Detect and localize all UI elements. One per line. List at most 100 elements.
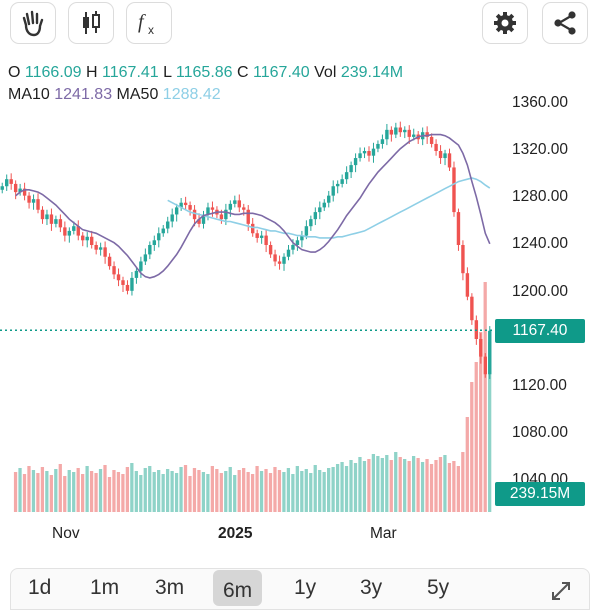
volume-bar <box>134 471 138 512</box>
candle-body <box>174 207 179 215</box>
volume-bar <box>174 473 179 512</box>
volume-bar <box>309 473 313 512</box>
candle-body <box>443 153 447 159</box>
ma50-value: 1288.42 <box>162 86 221 103</box>
volume-bar <box>376 456 380 512</box>
ma50-line <box>167 177 491 239</box>
volume-bar <box>54 469 58 512</box>
time-tick: 2025 <box>218 525 253 542</box>
volume-bar <box>201 472 206 512</box>
range-3y[interactable]: 3y <box>360 576 383 599</box>
volume-bar <box>344 466 349 512</box>
volume-bar <box>219 473 223 512</box>
candle-body <box>183 202 188 206</box>
high-label: H <box>86 64 98 81</box>
volume-bar <box>420 462 425 512</box>
candle-body <box>277 261 282 264</box>
range-5y[interactable]: 5y <box>427 576 450 599</box>
volume-bar <box>268 473 273 512</box>
candle-body <box>157 233 161 241</box>
candle-body <box>242 207 246 210</box>
volume-bar <box>98 469 103 512</box>
svg-text:f: f <box>138 11 146 33</box>
volume-bar <box>121 474 125 512</box>
volume-bar <box>161 474 165 512</box>
candle-body <box>309 219 313 227</box>
volume-bar <box>81 474 85 512</box>
volume-bar <box>45 471 49 512</box>
high-value: 1167.41 <box>102 64 159 81</box>
volume-bar <box>300 471 304 512</box>
volume-bar <box>143 468 147 512</box>
volume-bar <box>340 462 344 512</box>
price-tick: 1280.00 <box>512 188 569 205</box>
candle-body <box>188 205 192 210</box>
candle-body <box>36 199 40 210</box>
candle-body <box>412 134 416 137</box>
fullscreen-icon[interactable] <box>548 578 574 604</box>
volume-bar <box>40 467 45 512</box>
volume-bar <box>358 457 362 512</box>
candle-body <box>331 186 335 196</box>
current-price-tag: 1167.40 <box>495 319 585 343</box>
price-tick: 1320.00 <box>512 141 569 158</box>
volume-bar <box>447 463 452 512</box>
range-3m[interactable]: 3m <box>155 576 185 599</box>
hand-tool-button[interactable] <box>10 2 56 44</box>
volume-bar <box>353 463 358 512</box>
chart-type-button[interactable] <box>68 2 114 44</box>
indicators-button[interactable]: f x <box>126 2 172 44</box>
settings-button[interactable] <box>482 2 528 44</box>
candle-body <box>85 236 89 241</box>
volume-bar <box>371 454 376 512</box>
range-1d[interactable]: 1d <box>28 576 52 599</box>
volume-bar <box>116 472 121 512</box>
volume-bar <box>398 457 402 512</box>
volume-bar <box>331 467 335 512</box>
candle-body <box>5 179 9 187</box>
time-tick: Mar <box>370 525 397 542</box>
candle-body <box>40 209 45 220</box>
volume-bar <box>479 332 483 512</box>
candle-body <box>313 212 318 220</box>
candle-body <box>389 129 394 135</box>
candle-body <box>116 274 121 281</box>
candle-body <box>385 129 389 140</box>
candle-body <box>139 261 143 271</box>
candle-body <box>479 339 483 357</box>
ma10-label: MA10 <box>8 86 50 103</box>
candle-body <box>58 219 63 228</box>
candle-body <box>179 202 183 208</box>
candle-body <box>206 207 210 215</box>
candle-body <box>121 280 125 285</box>
candle-body <box>27 195 31 203</box>
volume-bar <box>304 469 308 512</box>
candle-body <box>0 186 4 190</box>
candle-body <box>282 256 286 264</box>
candle-body <box>452 167 456 213</box>
candle-body <box>362 151 367 154</box>
candle-body <box>22 188 27 196</box>
candle-body <box>107 256 112 267</box>
volume-bar <box>89 471 94 512</box>
share-button[interactable] <box>542 2 588 44</box>
range-1y[interactable]: 1y <box>294 576 317 599</box>
price-chart[interactable] <box>0 0 600 520</box>
range-6m[interactable]: 6m <box>213 570 263 606</box>
candle-body <box>268 245 273 255</box>
candle-body <box>94 245 98 250</box>
candle-body <box>447 153 452 168</box>
volume-bar <box>197 470 201 512</box>
volume-bar <box>107 477 112 512</box>
candle-body <box>273 254 277 262</box>
share-icon <box>554 11 576 35</box>
range-1m[interactable]: 1m <box>90 576 120 599</box>
candle-body <box>291 245 295 250</box>
candle-body <box>456 212 461 245</box>
candle-body <box>98 247 103 250</box>
candle-body <box>304 226 309 236</box>
candle-body <box>224 209 228 220</box>
volume-bar <box>277 470 282 512</box>
volume-bar <box>394 452 398 512</box>
candle-body <box>367 151 371 156</box>
